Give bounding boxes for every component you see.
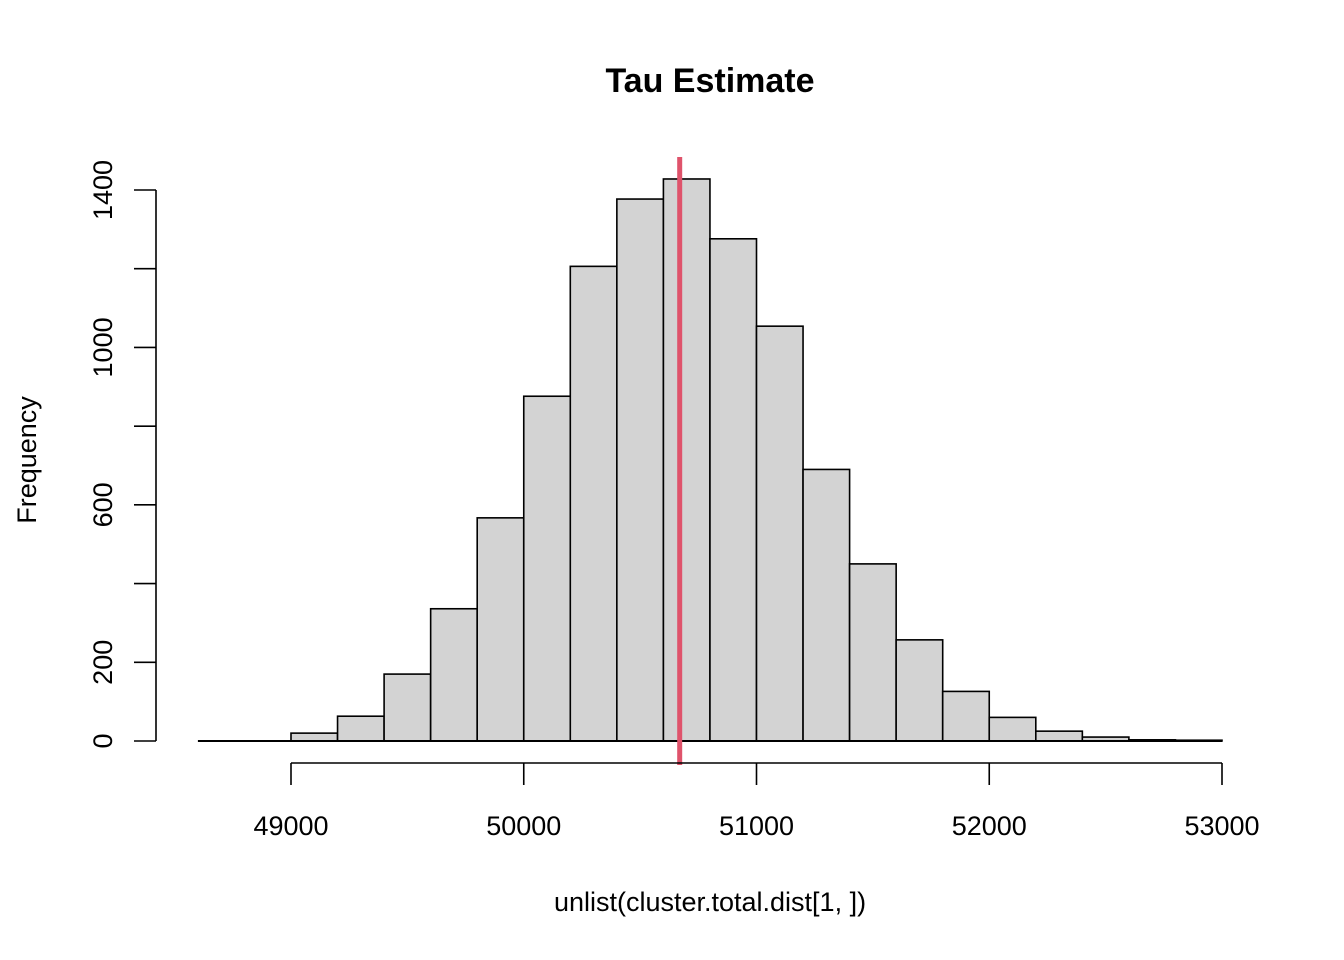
y-tick-label: 0 xyxy=(88,733,118,748)
histogram-bar xyxy=(988,716,1037,742)
x-axis-label: unlist(cluster.total.dist[1, ]) xyxy=(554,887,866,917)
bars-layer xyxy=(197,178,1223,742)
histogram-bar xyxy=(522,395,572,742)
histogram-bar xyxy=(476,517,525,742)
histogram-bar xyxy=(709,238,758,742)
histogram-bar xyxy=(616,198,665,742)
histogram-bar xyxy=(336,715,385,742)
histogram-bar xyxy=(429,607,478,742)
histogram-bar xyxy=(1035,730,1084,742)
histogram-bar xyxy=(569,265,618,742)
chart-title: Tau Estimate xyxy=(605,62,814,100)
x-axis: 49000 50000 51000 52000 53000 xyxy=(253,762,1260,841)
x-tick-label: 52000 xyxy=(952,811,1027,841)
histogram-bar xyxy=(848,563,897,742)
y-axis: 0 200 600 1000 1400 xyxy=(88,160,157,749)
x-tick-label: 53000 xyxy=(1184,811,1259,841)
histogram-bar xyxy=(941,690,991,742)
histogram-bar xyxy=(755,325,804,742)
histogram-bar xyxy=(895,639,944,742)
x-tick-label: 50000 xyxy=(486,811,561,841)
y-tick-label: 200 xyxy=(88,640,118,685)
histogram-bar xyxy=(802,468,851,742)
x-tick-label: 51000 xyxy=(719,811,794,841)
x-tick-label: 49000 xyxy=(253,811,328,841)
y-tick-label: 1000 xyxy=(88,317,118,377)
y-tick-label: 1400 xyxy=(88,160,118,220)
histogram-bar xyxy=(662,178,711,742)
y-tick-label: 600 xyxy=(88,482,118,527)
histogram-bar xyxy=(290,732,339,742)
histogram-bar xyxy=(383,673,432,742)
y-axis-label: Frequency xyxy=(12,396,42,524)
